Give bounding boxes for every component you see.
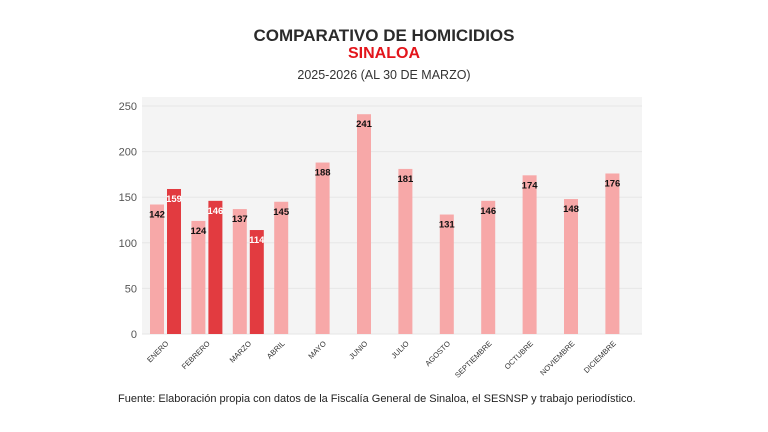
y-tick-label: 0 [131,329,137,341]
bar [398,168,413,334]
bar [274,201,289,334]
chart-title: COMPARATIVO DE HOMICIDIOS [253,26,515,45]
bar [208,200,223,334]
data-label: 137 [232,214,248,225]
x-tick-label: ABRIL [265,339,287,361]
x-tick-label: ENERO [145,339,170,364]
bar [605,173,620,334]
x-tick-label: AGOSTO [423,339,452,368]
data-label: 241 [356,119,373,130]
data-label: 159 [166,194,182,205]
bar [522,175,537,334]
chart-subtitle: SINALOA [348,45,420,62]
bar [249,230,264,334]
bar [232,209,247,334]
y-tick-label: 250 [119,101,137,113]
x-tick-label: MARZO [228,339,254,365]
bar [481,200,496,334]
x-tick-label: JUNIO [347,339,369,361]
data-label: 145 [273,207,290,218]
x-tick-label: FEBRERO [180,339,212,371]
data-label: 131 [439,220,456,231]
chart-period: 2025-2026 (AL 30 DE MARZO) [297,68,471,82]
data-label: 146 [207,206,223,217]
bar [357,114,371,334]
y-tick-label: 50 [125,283,137,295]
data-label: 146 [480,206,496,217]
plot-area [142,97,642,334]
y-tick-label: 150 [119,192,137,204]
data-label: 181 [397,174,414,185]
data-label: 174 [522,180,539,191]
bar [315,162,330,334]
data-label: 148 [563,204,579,215]
bar [167,188,181,334]
bar [150,204,164,334]
y-tick-label: 200 [119,147,137,159]
data-label: 142 [149,209,165,220]
y-tick-label: 100 [119,238,137,250]
x-tick-label: OCTUBRE [503,339,535,371]
source-note: Fuente: Elaboración propia con datos de … [118,393,636,405]
data-label: 176 [604,178,620,189]
bar [564,199,578,334]
x-tick-label: MAYO [306,339,328,361]
bar [439,214,454,334]
data-label: 124 [190,226,207,237]
x-tick-label: DICIEMBRE [582,339,618,375]
x-tick-label: JULIO [389,339,411,361]
data-label: 188 [315,168,331,179]
x-tick-label: NOVIEMBRE [538,339,576,377]
data-label: 114 [249,235,265,246]
bar [191,220,206,334]
x-tick-label: SEPTIEMBRE [453,339,494,380]
